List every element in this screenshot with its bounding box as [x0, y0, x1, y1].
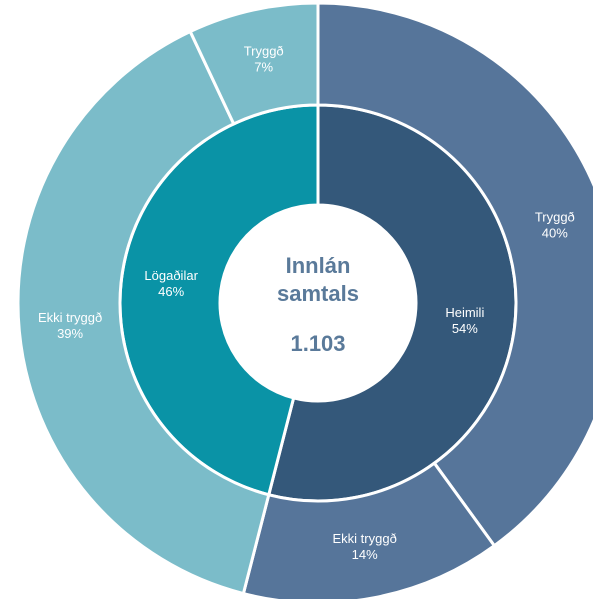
segment-label: Tryggð — [244, 43, 284, 58]
donut-segment — [16, 29, 271, 596]
segment-value-label: 46% — [158, 284, 184, 299]
center-title: Innlán samtals — [277, 253, 359, 306]
segment-label: Ekki tryggð — [333, 531, 397, 546]
donut-segment — [188, 1, 320, 126]
segment-value-label: 40% — [542, 225, 568, 240]
segment-label: Heimili — [445, 305, 484, 320]
segment-label: Lögaðilar — [144, 268, 198, 283]
segment-value-label: 54% — [452, 321, 478, 336]
segment-value-label: 14% — [352, 547, 378, 562]
donut-segment — [316, 1, 593, 548]
center-value: 1.103 — [290, 331, 345, 356]
center-hole — [222, 207, 414, 399]
segment-value-label: 39% — [57, 326, 83, 341]
segment-value-label: 7% — [254, 59, 273, 74]
segment-label: Ekki tryggð — [38, 310, 102, 325]
segment-label: Tryggð — [535, 209, 575, 224]
